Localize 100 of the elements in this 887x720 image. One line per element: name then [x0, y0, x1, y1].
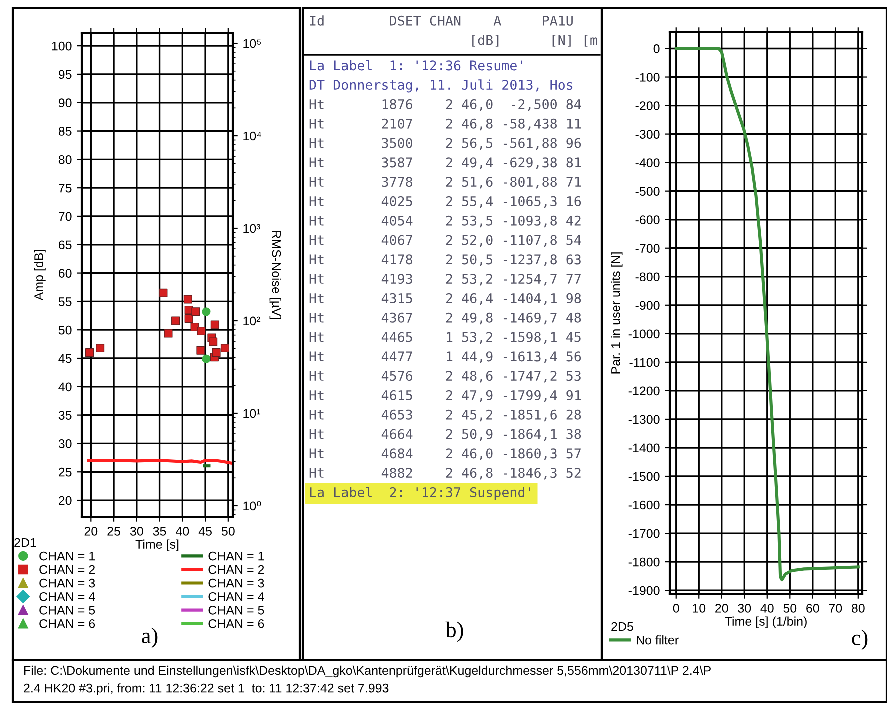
- y-tick-label: -1400: [628, 444, 660, 453]
- x-tick-label: 30: [130, 527, 144, 536]
- y-tick-label: -600: [636, 216, 660, 225]
- text: c): [852, 630, 868, 650]
- text: Ht 4615 2 47,9 -1799,4 91: [310, 390, 582, 402]
- y-tick-label: -1000: [628, 330, 660, 339]
- legend-label: CHAN = 3: [40, 578, 96, 588]
- y-tick-label: 0: [654, 44, 660, 54]
- y-tick-label: -200: [636, 102, 660, 110]
- y2-tick-label: 10¹: [244, 409, 261, 418]
- legend-label: No filter: [637, 636, 679, 645]
- point: [197, 326, 206, 336]
- text: Id DSET CHAN A PA1U: [310, 16, 573, 26]
- line-series: [674, 47, 860, 582]
- text: b): [446, 622, 464, 642]
- point: [202, 308, 211, 316]
- point: [220, 344, 230, 353]
- text: Ht 3778 2 51,6 -801,88 71: [310, 177, 582, 189]
- x-tick-label: 20: [84, 527, 98, 536]
- text: Ht 3587 2 49,4 -629,38 81: [310, 158, 582, 170]
- y-tick-label: -1300: [628, 415, 660, 424]
- y-tick-label: 40: [58, 382, 72, 392]
- text: a): [142, 628, 158, 648]
- point: [210, 320, 220, 330]
- text: La Label 2: '12:37 Suspend': [310, 487, 530, 500]
- y2-axis-title: RMS-Noise [µV]: [270, 231, 282, 320]
- text: Ht 4067 2 52,0 -1107,8 54: [310, 235, 582, 247]
- point: [209, 338, 218, 346]
- legend-label: CHAN = 1: [208, 552, 264, 561]
- y2-tick-label: 10⁵: [244, 39, 262, 48]
- text: Ht 4054 2 53,5 -1093,8 42: [310, 216, 581, 228]
- y-tick-label: -1200: [628, 386, 660, 396]
- x-tick-label: 50: [222, 527, 235, 536]
- x-tick-label: 40: [176, 527, 190, 536]
- x-tick-label: 35: [153, 527, 166, 536]
- legend-title: 2D1: [14, 538, 36, 548]
- y-tick-label: -800: [636, 272, 660, 282]
- y-tick-label: 85: [58, 127, 72, 136]
- x-tick-label: 25: [108, 527, 120, 536]
- point: [196, 346, 206, 355]
- y-tick-label: -1600: [628, 500, 660, 510]
- x-tick-label: 30: [738, 604, 752, 613]
- legend-label: CHAN = 4: [208, 592, 264, 602]
- text: Ht 4315 2 46,4 -1404,1 98: [310, 293, 582, 306]
- x-tick-label: 10: [693, 604, 706, 613]
- text: Ht 3500 2 56,5 -561,88 96: [310, 138, 582, 150]
- legend-label: CHAN = 3: [208, 578, 264, 588]
- legend-label: CHAN = 5: [40, 606, 96, 615]
- x-tick-label: 80: [852, 604, 865, 613]
- x-tick-label: 60: [806, 604, 820, 613]
- text: [dB] [N] [m: [472, 34, 598, 47]
- y-tick-label: 20: [59, 496, 72, 506]
- y2-tick-label: 10⁰: [244, 501, 262, 511]
- x-axis-title: Time [s]: [136, 540, 179, 552]
- text: DT Donnerstag, 11. Juli 2013, Hos: [310, 80, 573, 93]
- y-tick-label: -400: [636, 158, 660, 168]
- y-tick-label: 80: [58, 155, 72, 164]
- point: [96, 344, 105, 353]
- y-axis-title: Amp [dB]: [34, 250, 46, 301]
- y-tick-label: -300: [636, 130, 660, 139]
- legend-label: CHAN = 5: [208, 606, 264, 615]
- legend-title: 2D5: [612, 622, 634, 632]
- x-tick-label: 45: [198, 527, 212, 536]
- point: [202, 354, 211, 364]
- y-tick-label: -1800: [628, 558, 660, 567]
- x-tick-label: 40: [760, 604, 774, 613]
- y-tick-label: 35: [58, 411, 72, 420]
- legend-label: CHAN = 2: [40, 565, 95, 574]
- point: [172, 316, 180, 326]
- legend-label: CHAN = 6: [208, 619, 264, 628]
- y-tick-label: -1900: [628, 586, 660, 596]
- text: 2.4 HK20 #3.pri, from: 11 12:36:22 set 1 to: 11 12:37:42 set 7.993: [24, 684, 389, 696]
- y-tick-label: 55: [58, 298, 72, 306]
- text: Ht 2107 2 46,8 -58,438 11: [310, 118, 582, 131]
- x-tick-label: 70: [829, 604, 842, 613]
- text: Ht 4465 1 53,2 -1598,1 45: [310, 332, 581, 344]
- legend-label: CHAN = 4: [40, 592, 96, 602]
- y-tick-label: 60: [59, 269, 72, 278]
- text: Ht 4684 2 46,0 -1860,3 57: [310, 448, 581, 460]
- text: La Label 1: '12:36 Resume': [310, 60, 522, 71]
- y-axis-title: Par. 1 in user units [N]: [611, 252, 623, 374]
- y-tick-label: 95: [58, 70, 72, 80]
- point: [159, 288, 168, 298]
- x-axis-title: Time [s] (1/bin): [725, 616, 807, 628]
- y-tick-label: 45: [58, 354, 72, 364]
- y-tick-label: -1100: [630, 358, 660, 368]
- text: Ht 4367 2 49,8 -1469,7 48: [310, 312, 582, 325]
- point: [184, 314, 194, 324]
- text: Ht 4477 1 44,9 -1613,4 56: [310, 352, 582, 364]
- y2-tick-label: 10⁴: [244, 132, 262, 141]
- x-tick-label: 0: [673, 604, 680, 613]
- text: Ht 4882 2 46,8 -1846,3 52: [310, 468, 581, 480]
- y-tick-label: 65: [59, 240, 72, 250]
- text: Ht 4178 2 50,5 -1237,8 63: [310, 254, 581, 266]
- legend-label: CHAN = 1: [40, 552, 96, 561]
- y-tick-label: 30: [58, 440, 72, 448]
- y-tick-label: -100: [636, 73, 660, 82]
- point: [164, 329, 173, 338]
- text: Ht 1876 2 46,0 -2,500 84: [310, 99, 582, 112]
- y-tick-label: -1700: [628, 529, 660, 538]
